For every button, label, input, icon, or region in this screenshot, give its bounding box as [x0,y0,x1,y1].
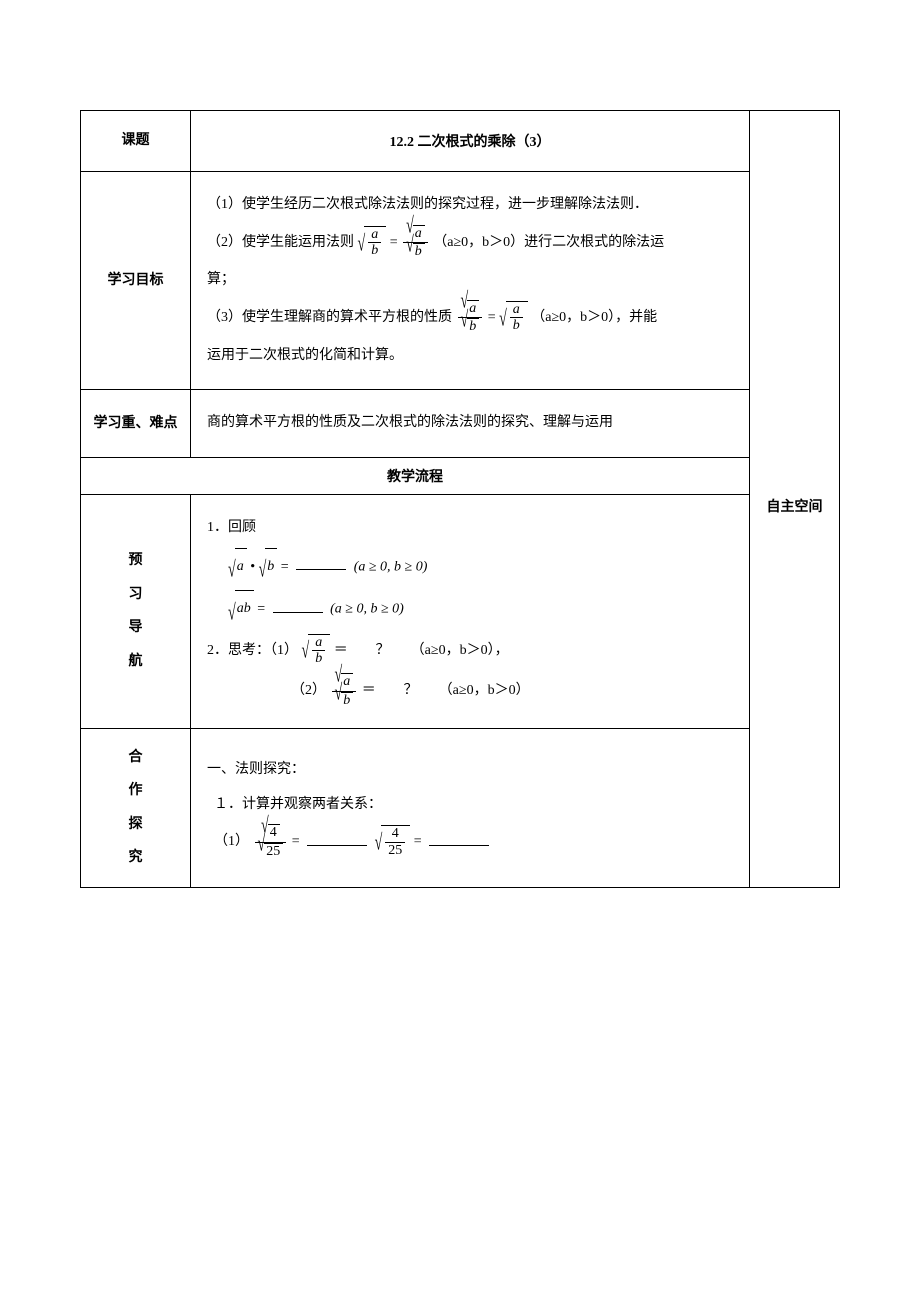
recall-2: √ab = (a ≥ 0, b ≥ 0) [207,590,733,628]
frac-sqrt4-sqrt25: √4 √25 [255,824,287,860]
goal-3-post2: 运用于二次根式的化简和计算。 [207,341,733,372]
goal-2-post: （a≥0，b＞0）进行二次根式的除法运 [433,235,664,250]
goal-1: （1）使学生经历二次根式除法法则的探究过程，进一步理解除法法则． [207,190,733,221]
blank-2 [273,598,323,613]
think-2: （2） √a √b ＝ ？ （a≥0，b＞0） [207,673,733,710]
recall-1: √a • √b = (a ≥ 0, b ≥ 0) [207,548,733,586]
blank-1 [296,555,346,570]
goal-3-post: （a≥0，b＞0），并能 [531,310,657,325]
keypoint-content: 商的算术平方根的性质及二次根式的除法法则的探究、理解与运用 [191,390,750,458]
label-side: 自主空间 [750,111,840,888]
prestudy-h1: 1．回顾 [207,513,733,544]
title-row: 课题 12.2 二次根式的乘除（3） 自主空间 [81,111,840,172]
blank-3 [307,831,367,846]
goal-2-post2: 算； [207,265,733,296]
lesson-title: 12.2 二次根式的乘除（3） [191,111,750,172]
label-coop: 合 作 探 究 [81,728,191,887]
frac-sqrt-a-sqrt-b: √a √b [403,225,428,261]
coop-h1: 一、法则探究： [207,755,733,786]
goal-3-pre: （3）使学生理解商的算术平方根的性质 [207,310,452,325]
flow-header: 教学流程 [81,458,750,495]
label-goal: 学习目标 [81,172,191,390]
flow-header-row: 教学流程 [81,458,840,495]
coop-content: 一、法则探究： １．计算并观察两者关系： （1） √4 √25 = √ 4 25 [191,728,750,887]
goal-2: （2）使学生能运用法则 √ a b = √a √b （a≥0，b＞0）进行二次根… [207,225,733,262]
coop-h2: １．计算并观察两者关系： [207,790,733,821]
lesson-plan-table: 课题 12.2 二次根式的乘除（3） 自主空间 学习目标 （1）使学生经历二次根… [80,110,840,888]
think-1: 2．思考：（1） √ a b ＝ ？ （a≥0，b＞0）， [207,633,733,669]
label-keypoint: 学习重、难点 [81,390,191,458]
coop-q1: （1） √4 √25 = √ 4 25 = [207,824,733,861]
label-topic: 课题 [81,111,191,172]
sqrt-a-over-b-2: √ a b [499,301,528,335]
prestudy-row: 预 习 导 航 1．回顾 √a • √b = (a ≥ 0, b ≥ 0) √a… [81,495,840,728]
prestudy-content: 1．回顾 √a • √b = (a ≥ 0, b ≥ 0) √ab = (a ≥… [191,495,750,728]
goal-row: 学习目标 （1）使学生经历二次根式除法法则的探究过程，进一步理解除法法则． （2… [81,172,840,390]
sqrt-a-over-b: √ a b [358,226,387,260]
frac-sqrt-a-sqrt-b-3: √a √b [332,673,357,709]
label-prestudy: 预 习 导 航 [81,495,191,728]
goal-content: （1）使学生经历二次根式除法法则的探究过程，进一步理解除法法则． （2）使学生能… [191,172,750,390]
frac-sqrt-a-sqrt-b-2: √a √b [458,300,483,336]
keypoint-row: 学习重、难点 商的算术平方根的性质及二次根式的除法法则的探究、理解与运用 [81,390,840,458]
goal-3: （3）使学生理解商的算术平方根的性质 √a √b = √ a b （a≥0，b＞… [207,300,733,337]
coop-row: 合 作 探 究 一、法则探究： １．计算并观察两者关系： （1） √4 √25 … [81,728,840,887]
blank-4 [429,831,489,846]
sqrt-4-over-25: √ 4 25 [375,825,411,859]
sqrt-a-over-b-3: √ a b [302,634,331,668]
goal-2-pre: （2）使学生能运用法则 [207,235,354,250]
